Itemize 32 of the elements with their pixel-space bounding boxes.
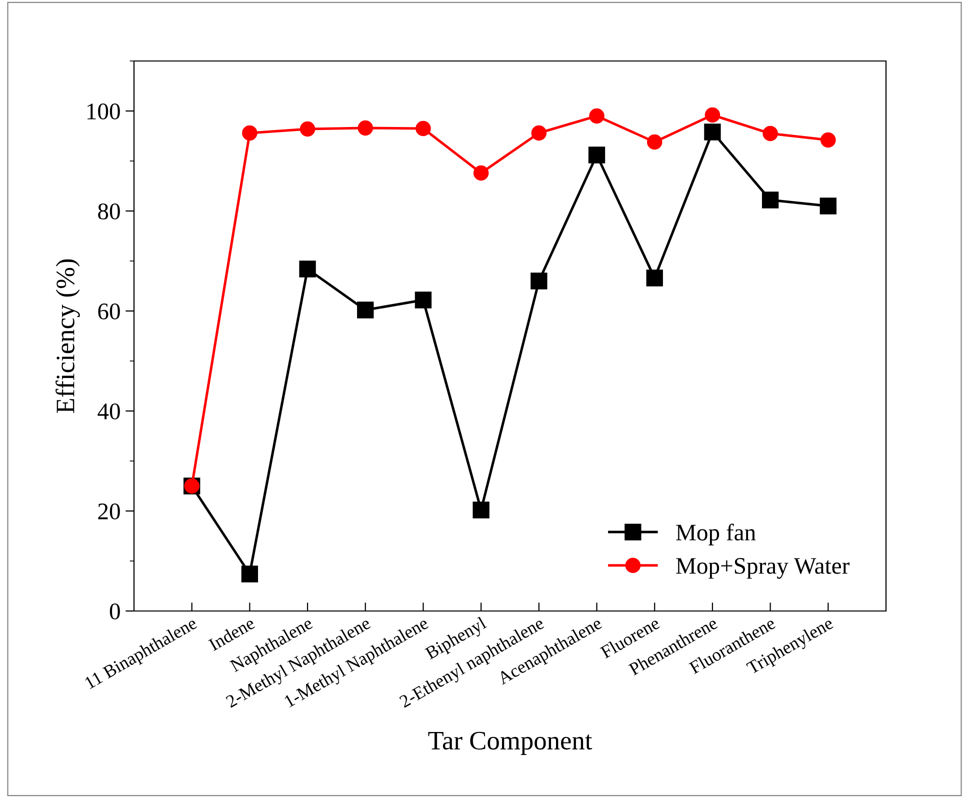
point <box>414 292 432 308</box>
point <box>820 132 836 148</box>
point <box>820 198 836 214</box>
y-tick-label: 40 <box>98 403 120 420</box>
point <box>646 270 663 286</box>
point <box>531 125 547 141</box>
y-tick-label: 60 <box>98 303 120 320</box>
y-axis-title: Efficiency (%) <box>56 259 80 414</box>
point <box>473 165 489 181</box>
point <box>300 121 316 137</box>
point <box>416 120 431 136</box>
y-tick-label: 100 <box>87 103 120 120</box>
point <box>704 107 720 123</box>
point <box>646 134 662 150</box>
point <box>358 120 374 136</box>
point <box>589 108 604 124</box>
point <box>530 272 548 290</box>
point <box>588 146 606 164</box>
point <box>762 126 778 142</box>
y-tick-label: 20 <box>98 503 120 520</box>
legend-label: Mop fan <box>676 524 756 546</box>
legend-label: Mop+Spray Water <box>676 558 850 579</box>
x-axis-title: Tar Component <box>428 732 592 755</box>
point <box>299 260 316 278</box>
y-tick-label: 80 <box>98 203 120 220</box>
point <box>242 125 258 141</box>
point <box>472 502 490 518</box>
point <box>241 566 258 582</box>
y-tick-label: 0 <box>110 603 120 620</box>
point <box>762 192 779 208</box>
point <box>704 124 721 140</box>
point <box>357 302 374 318</box>
